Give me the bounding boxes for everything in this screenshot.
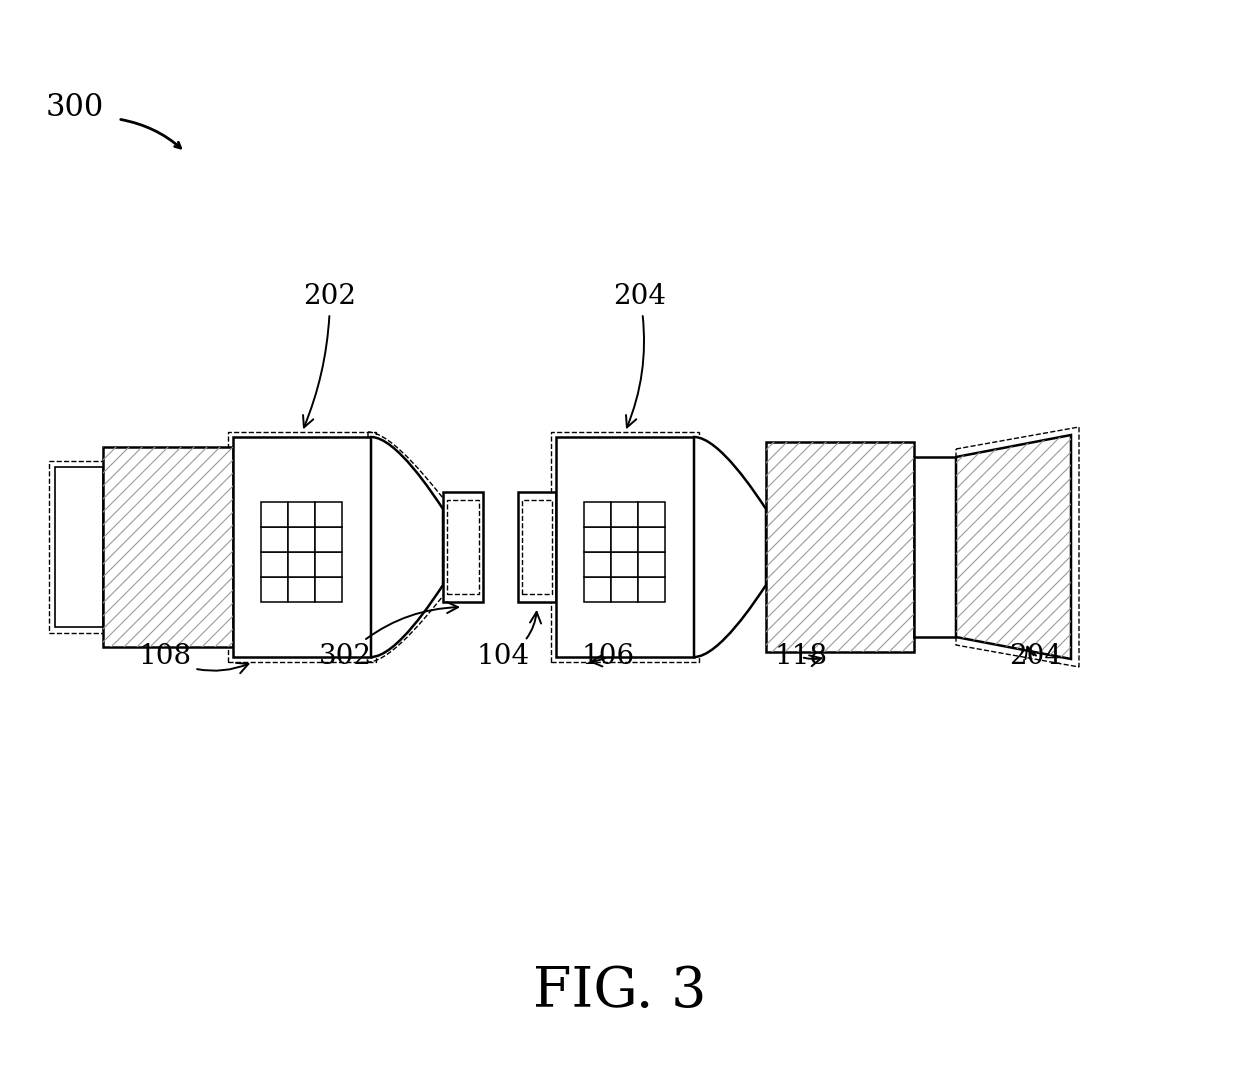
Bar	[315, 502, 342, 527]
Bar	[639, 577, 665, 602]
Bar	[611, 502, 639, 527]
Bar	[233, 437, 371, 657]
Bar	[584, 502, 611, 527]
Text: 302: 302	[319, 602, 458, 671]
Bar	[315, 577, 342, 602]
PathPatch shape	[371, 437, 443, 657]
Polygon shape	[956, 435, 1071, 659]
Bar	[584, 577, 611, 602]
Text: 104: 104	[476, 612, 541, 671]
Text: 118: 118	[775, 644, 827, 671]
Text: 300: 300	[46, 91, 104, 123]
PathPatch shape	[694, 437, 766, 657]
Bar	[611, 552, 639, 577]
Bar	[518, 492, 556, 602]
Bar	[556, 437, 694, 657]
Text: 204: 204	[1009, 644, 1063, 671]
Bar	[639, 527, 665, 552]
Bar	[55, 467, 103, 627]
Text: FIG. 3: FIG. 3	[533, 964, 707, 1020]
Bar	[446, 500, 479, 594]
Bar	[584, 552, 611, 577]
Bar	[288, 527, 315, 552]
Bar	[639, 552, 665, 577]
Bar	[443, 492, 484, 602]
Bar	[228, 432, 376, 662]
Bar	[288, 502, 315, 527]
Text: 204: 204	[614, 284, 667, 427]
Bar	[315, 552, 342, 577]
Bar	[315, 527, 342, 552]
Bar	[260, 577, 288, 602]
Bar	[522, 500, 552, 594]
Bar	[584, 527, 611, 552]
Bar	[766, 442, 914, 652]
Bar	[914, 457, 956, 637]
Bar	[288, 577, 315, 602]
Bar	[611, 577, 639, 602]
Bar	[288, 552, 315, 577]
Bar	[639, 502, 665, 527]
Bar	[611, 527, 639, 552]
Text: 108: 108	[139, 644, 248, 673]
Bar	[260, 552, 288, 577]
Text: 202: 202	[303, 284, 357, 427]
Bar	[260, 502, 288, 527]
Bar	[50, 461, 109, 633]
Bar	[103, 447, 233, 647]
Text: 106: 106	[582, 644, 635, 671]
Bar	[551, 432, 699, 662]
Bar	[260, 527, 288, 552]
